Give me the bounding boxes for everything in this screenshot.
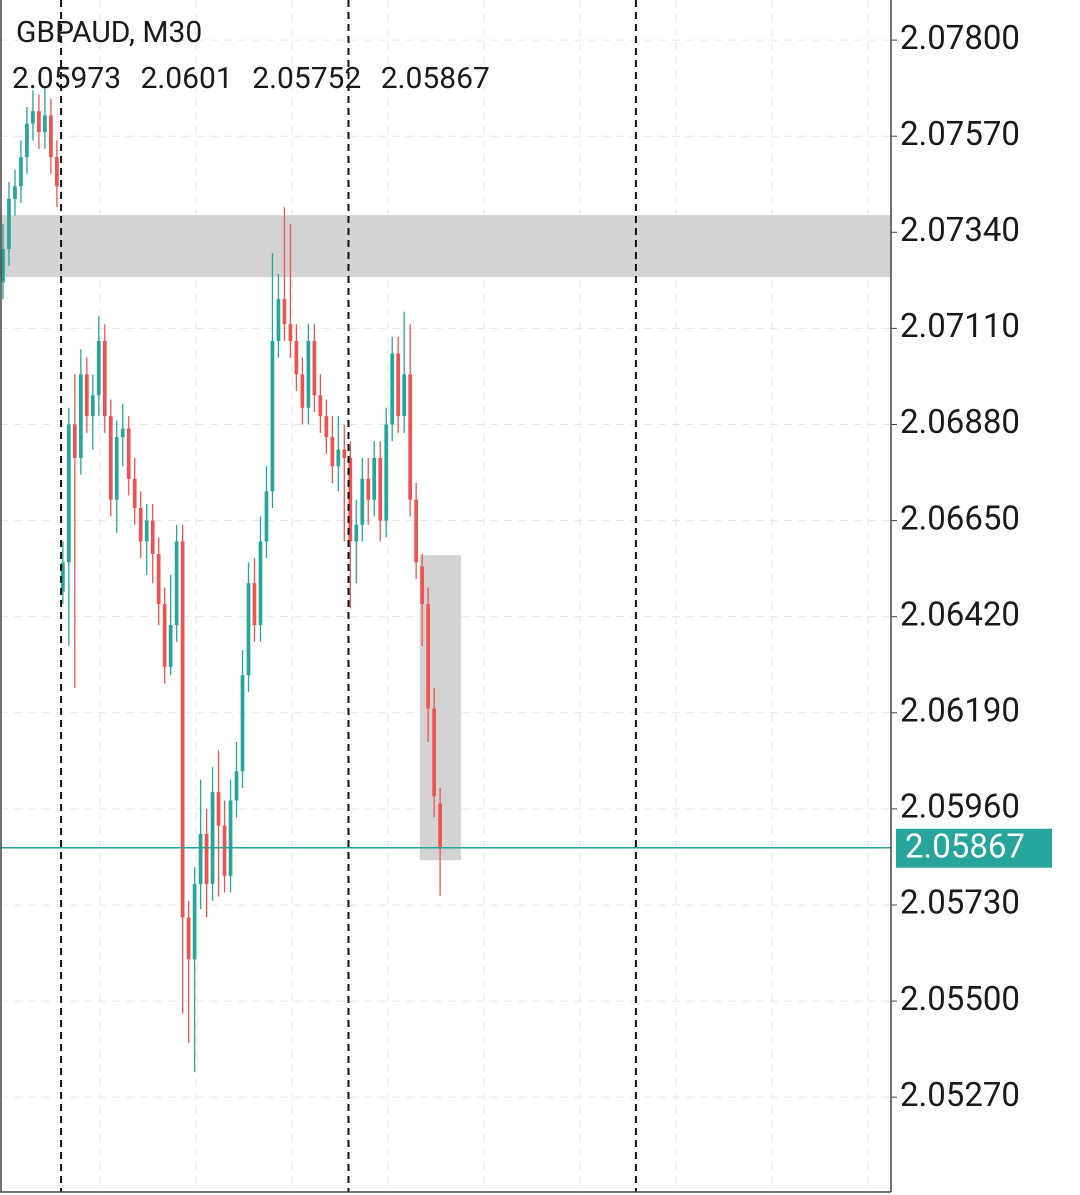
y-tick-label: 2.07340 <box>900 211 1020 250</box>
candle-body <box>132 478 137 509</box>
candle-body <box>240 675 245 772</box>
y-tick-label: 2.06880 <box>900 403 1020 442</box>
candle-body <box>162 604 167 667</box>
candle-body <box>108 416 113 500</box>
candle-body <box>324 416 329 438</box>
candle-body <box>174 541 179 626</box>
candle-body <box>396 353 401 417</box>
y-tick-label: 2.05270 <box>900 1076 1020 1115</box>
candle-body <box>84 374 89 417</box>
candle-body <box>318 395 323 417</box>
candle-body <box>408 374 413 500</box>
candle-body <box>168 625 173 667</box>
header-close: 2.05867 <box>381 61 490 96</box>
candle-body <box>61 562 65 592</box>
y-tick-label: 2.05960 <box>900 788 1020 827</box>
candle-body <box>31 111 35 124</box>
candle-body <box>222 825 227 876</box>
candle-body <box>300 374 305 408</box>
candle-body <box>49 115 53 158</box>
candle-body <box>216 792 221 826</box>
candle-body <box>228 800 233 876</box>
candle-body <box>258 541 263 626</box>
candle-body <box>264 491 269 542</box>
candle-body <box>90 395 95 417</box>
candle-body <box>55 157 59 187</box>
y-tick-label: 2.05500 <box>900 980 1020 1019</box>
y-tick-label: 2.07800 <box>900 19 1020 58</box>
candle-body <box>156 554 161 605</box>
chart-title: GBPAUD, M30 <box>16 15 202 50</box>
candle-body <box>114 437 119 500</box>
candle-body <box>37 111 41 133</box>
candle-body <box>144 520 149 542</box>
candle-body <box>120 428 125 438</box>
candle-body <box>186 917 191 960</box>
y-tick-label: 2.06420 <box>900 595 1020 634</box>
candle-body <box>414 499 419 563</box>
candle-body <box>372 457 377 500</box>
candle-body <box>336 449 341 467</box>
header-open: 2.05973 <box>12 61 121 96</box>
candle-body <box>294 340 299 375</box>
candle-body <box>312 340 317 396</box>
y-tick-label: 2.07570 <box>900 115 1020 154</box>
candle-body <box>102 340 107 417</box>
candle-body <box>67 424 71 563</box>
candle-body <box>43 115 47 133</box>
y-tick-label: 2.05730 <box>900 884 1020 923</box>
candle-body <box>150 520 155 555</box>
candle-body <box>360 478 365 525</box>
candle-body <box>234 771 239 801</box>
candle-body <box>282 299 287 325</box>
candle-body <box>252 583 257 626</box>
candle-body <box>402 374 407 417</box>
candle-body <box>330 437 335 467</box>
candle-body <box>432 708 436 797</box>
candle-body <box>390 353 395 425</box>
candle-body <box>384 424 389 521</box>
candle-body <box>198 833 203 885</box>
candle-body <box>25 123 29 158</box>
candle-body <box>270 340 275 492</box>
ohlc-header: 2.05973 2.0601 2.05752 2.05867 <box>12 61 490 96</box>
candle-body <box>426 604 430 709</box>
candle-body <box>288 324 293 341</box>
candle-body <box>306 340 311 408</box>
candle-body <box>366 478 371 500</box>
candle-body <box>378 457 383 521</box>
candle-body <box>204 833 209 885</box>
zone <box>0 215 891 278</box>
candle-body <box>1 249 5 283</box>
y-tick-label: 2.07110 <box>900 307 1020 346</box>
candle-body <box>78 374 83 458</box>
candle-body <box>72 424 77 458</box>
candle-body <box>354 524 359 542</box>
candle-body <box>7 198 11 250</box>
candle-body <box>276 299 281 341</box>
y-tick-label: 2.06190 <box>900 691 1020 730</box>
candle-body <box>210 792 215 885</box>
candle-body <box>138 508 143 542</box>
y-tick-label: 2.06650 <box>900 499 1020 538</box>
candle-body <box>438 803 442 848</box>
candle-body <box>180 541 185 918</box>
current-price-label: 2.05867 <box>905 827 1025 866</box>
candle-body <box>342 449 347 458</box>
candle-body <box>126 428 131 479</box>
header-high: 2.0601 <box>141 61 233 96</box>
candle-body <box>192 884 197 960</box>
candle-body <box>19 157 23 187</box>
candle-body <box>420 566 425 605</box>
candle-body <box>96 340 101 396</box>
candle-body <box>348 457 353 542</box>
candle-body <box>246 583 251 676</box>
current-price-box <box>896 828 1052 868</box>
candle-body <box>13 186 17 199</box>
header-low: 2.05752 <box>252 61 361 96</box>
